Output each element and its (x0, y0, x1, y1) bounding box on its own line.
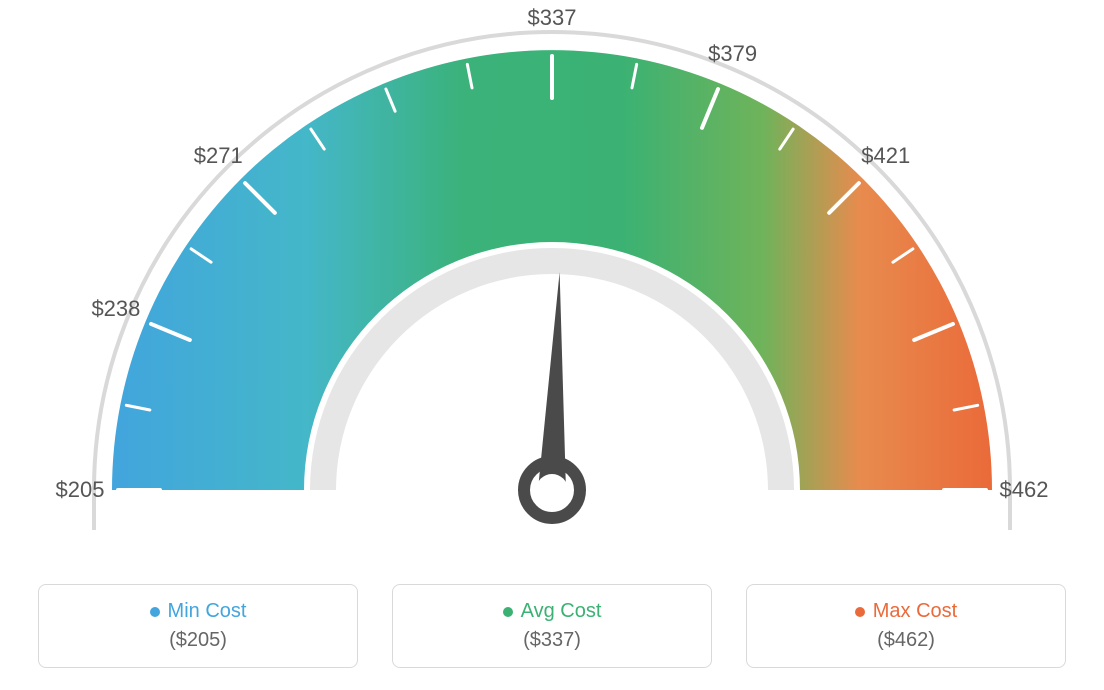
tick-label: $337 (528, 5, 577, 31)
tick-label: $238 (91, 296, 140, 322)
gauge-chart: $205$238$271$337$379$421$462 (52, 20, 1052, 560)
legend-dot-max (855, 607, 865, 617)
legend-dot-min (150, 607, 160, 617)
legend-row: Min Cost ($205) Avg Cost ($337) Max Cost… (38, 584, 1066, 668)
legend-title-avg: Avg Cost (503, 600, 602, 623)
legend-value-max: ($462) (877, 629, 935, 652)
legend-title-max: Max Cost (855, 600, 957, 623)
legend-label-min: Min Cost (168, 600, 247, 623)
tick-label: $421 (861, 143, 910, 169)
legend-label-avg: Avg Cost (521, 600, 602, 623)
legend-title-min: Min Cost (150, 600, 247, 623)
tick-label: $462 (1000, 477, 1049, 503)
legend-value-avg: ($337) (523, 629, 581, 652)
legend-card-max: Max Cost ($462) (746, 584, 1066, 668)
gauge-svg (52, 20, 1052, 560)
legend-value-min: ($205) (169, 629, 227, 652)
needle-hub-inner (536, 474, 568, 506)
tick-label: $271 (194, 143, 243, 169)
tick-label: $379 (708, 41, 757, 67)
tick-label: $205 (56, 477, 105, 503)
legend-card-avg: Avg Cost ($337) (392, 584, 712, 668)
legend-label-max: Max Cost (873, 600, 957, 623)
legend-dot-avg (503, 607, 513, 617)
legend-card-min: Min Cost ($205) (38, 584, 358, 668)
